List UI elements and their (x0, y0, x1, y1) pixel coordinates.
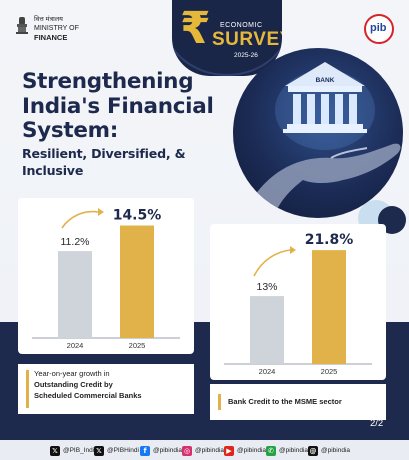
chart1-bar-2024 (58, 251, 92, 338)
social-handle: @pibindia (237, 447, 267, 454)
chart1-arrowhead (98, 208, 104, 216)
ministry-label: वित्त मंत्रालय MINISTRY OF FINANCE (34, 15, 79, 42)
social-handle: @pibindia (153, 447, 183, 454)
headline-line2: India's Financial (22, 93, 214, 119)
caption2-line1: Bank Credit to the MSME sector (228, 397, 342, 406)
caption-marker (26, 370, 29, 408)
chart1-caption: Year-on-year growth in Outstanding Credi… (18, 364, 194, 414)
social-link[interactable]: f @pibindia (140, 445, 182, 456)
chart1-tick-2024: 2024 (67, 341, 84, 350)
youtube-icon: ▶ (224, 445, 234, 456)
social-link[interactable]: ◎ @pibindia (182, 445, 224, 456)
headline-line1: Strengthening (22, 69, 194, 94)
survey-year: 2025-26 (234, 52, 258, 59)
credit-growth-chart-card: 11.2% 2024 14.5% 2025 (18, 198, 194, 354)
social-link[interactable]: ✆ @pibindia (266, 445, 308, 456)
badge-ring (172, 0, 282, 76)
pib-logo-text: pib (370, 22, 387, 34)
bank-hand-icon: BANK (243, 62, 401, 218)
chart2-caption: Bank Credit to the MSME sector (210, 384, 386, 420)
social-link[interactable]: ▶ @pibindia (224, 445, 266, 456)
chart2-bar-2025 (312, 250, 346, 364)
chart1-value-label-2024: 11.2% (61, 236, 90, 248)
chart1-bar-2025 (120, 225, 154, 338)
ministry-hindi: वित्त मंत्रालय (34, 16, 63, 23)
subheadline-line1: Resilient, Diversified, & (22, 146, 186, 161)
instagram-icon: ◎ (182, 445, 192, 456)
bank-sign-text: BANK (316, 77, 335, 84)
national-emblem-icon (16, 17, 28, 34)
page-number: 2/2 (370, 418, 384, 429)
chart2-bar-2024 (250, 296, 284, 364)
chart2-value-label-2025: 21.8% (305, 232, 354, 248)
social-link[interactable]: 𝕏 @PIB_India (50, 445, 98, 456)
survey-line2: SURVEY (212, 29, 282, 50)
bank-illustration: BANK (233, 48, 403, 218)
msme-credit-chart-card: 13% 2024 21.8% 2025 (210, 224, 386, 380)
chart2-tick-2024: 2024 (259, 367, 276, 376)
credit-growth-chart: 11.2% 2024 14.5% 2025 (32, 208, 180, 350)
economic-survey-badge: ₹ ECONOMIC SURVEY 2025-26 (172, 0, 282, 76)
threads-icon: @ (308, 445, 318, 456)
chart2-arrowhead (290, 246, 296, 254)
social-link[interactable]: 𝕏 @PIBHindi (94, 445, 139, 456)
chart2-value-label-2024: 13% (256, 281, 277, 293)
social-handle: @PIBHindi (107, 447, 139, 454)
chart1-tick-2025: 2025 (129, 341, 146, 350)
caption1-line1: Year-on-year growth in (34, 369, 110, 378)
ministry-en-line1: MINISTRY OF (34, 25, 79, 32)
headline-line3: System: (22, 118, 119, 143)
whatsapp-icon: ✆ (266, 445, 276, 456)
chart2-trend-arrow (253, 249, 291, 277)
subheadline: Resilient, Diversified, & Inclusive (22, 146, 186, 179)
caption1-line2: Outstanding Credit by (34, 380, 113, 389)
survey-line1: ECONOMIC (220, 22, 263, 29)
social-handle: @pibindia (321, 447, 351, 454)
caption1-line3: Scheduled Commercial Banks (34, 391, 142, 400)
chart1-value-label-2025: 14.5% (113, 208, 162, 224)
social-handle: @PIB_India (63, 447, 98, 454)
caption-marker (218, 394, 221, 410)
social-link[interactable]: @ @pibindia (308, 445, 350, 456)
rupee-symbol: ₹ (180, 3, 211, 54)
social-footer: 𝕏 @PIB_India 𝕏 @PIBHindi f @pibindia ◎ @pibindi… (0, 440, 409, 460)
chart1-trend-arrow (61, 210, 99, 229)
chart2-tick-2025: 2025 (321, 367, 338, 376)
pib-logo: pib (364, 14, 394, 44)
social-handle: @pibindia (279, 447, 309, 454)
ministry-en-line2: FINANCE (34, 33, 68, 42)
msme-credit-chart: 13% 2024 21.8% 2025 (224, 232, 372, 376)
subheadline-line2: Inclusive (22, 162, 84, 178)
x-icon: 𝕏 (94, 445, 104, 456)
headline: Strengthening India's Financial System: (22, 69, 214, 144)
social-handle: @pibindia (195, 447, 225, 454)
x-icon: 𝕏 (50, 445, 60, 456)
facebook-icon: f (140, 445, 150, 456)
